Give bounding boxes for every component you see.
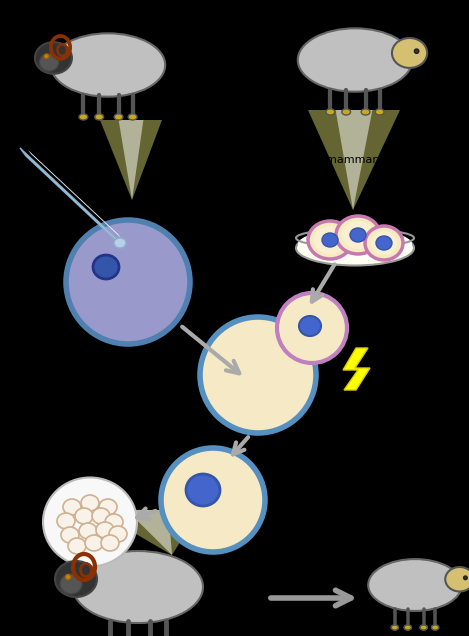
- Ellipse shape: [445, 567, 469, 591]
- Ellipse shape: [392, 38, 427, 68]
- Ellipse shape: [43, 478, 137, 567]
- Ellipse shape: [322, 233, 338, 247]
- Ellipse shape: [308, 221, 352, 259]
- Ellipse shape: [200, 317, 316, 433]
- Ellipse shape: [85, 535, 103, 551]
- Ellipse shape: [114, 114, 123, 120]
- Ellipse shape: [368, 559, 462, 611]
- Ellipse shape: [371, 231, 397, 255]
- Ellipse shape: [57, 513, 75, 529]
- Polygon shape: [343, 348, 370, 390]
- Ellipse shape: [298, 29, 412, 92]
- Ellipse shape: [92, 508, 110, 524]
- Ellipse shape: [186, 474, 220, 506]
- Ellipse shape: [298, 229, 412, 259]
- Ellipse shape: [161, 448, 265, 552]
- Ellipse shape: [314, 226, 346, 254]
- Ellipse shape: [431, 625, 439, 630]
- Ellipse shape: [420, 625, 427, 630]
- Ellipse shape: [109, 526, 127, 542]
- Ellipse shape: [79, 114, 88, 120]
- Polygon shape: [20, 148, 124, 248]
- Ellipse shape: [391, 625, 399, 630]
- Ellipse shape: [101, 535, 119, 551]
- Ellipse shape: [365, 226, 403, 260]
- Ellipse shape: [415, 49, 419, 53]
- Ellipse shape: [350, 228, 366, 242]
- Text: mammary: mammary: [326, 155, 384, 165]
- Ellipse shape: [114, 238, 126, 248]
- Ellipse shape: [93, 255, 119, 279]
- Polygon shape: [95, 510, 200, 555]
- Ellipse shape: [66, 574, 70, 579]
- Ellipse shape: [73, 551, 203, 623]
- Polygon shape: [127, 510, 172, 555]
- Ellipse shape: [277, 293, 347, 363]
- Text: nucleus removed: nucleus removed: [148, 160, 238, 170]
- Ellipse shape: [96, 522, 114, 538]
- Ellipse shape: [61, 527, 79, 543]
- Polygon shape: [28, 150, 121, 238]
- Ellipse shape: [299, 316, 321, 336]
- Ellipse shape: [431, 625, 439, 630]
- Ellipse shape: [99, 499, 117, 515]
- Ellipse shape: [375, 109, 384, 115]
- Ellipse shape: [404, 625, 411, 630]
- Ellipse shape: [420, 625, 427, 630]
- Ellipse shape: [128, 114, 137, 120]
- Ellipse shape: [60, 574, 82, 594]
- Ellipse shape: [336, 216, 380, 254]
- Ellipse shape: [75, 508, 93, 524]
- Ellipse shape: [63, 499, 81, 515]
- Ellipse shape: [404, 625, 411, 630]
- Ellipse shape: [463, 576, 467, 579]
- Ellipse shape: [39, 53, 59, 71]
- Ellipse shape: [391, 625, 399, 630]
- Ellipse shape: [66, 220, 190, 344]
- Ellipse shape: [44, 54, 49, 59]
- Ellipse shape: [51, 33, 165, 97]
- Ellipse shape: [326, 109, 335, 115]
- Ellipse shape: [105, 514, 123, 530]
- Polygon shape: [336, 110, 372, 210]
- Ellipse shape: [55, 561, 97, 597]
- Polygon shape: [308, 110, 400, 210]
- Ellipse shape: [376, 236, 392, 250]
- Ellipse shape: [342, 221, 374, 249]
- Polygon shape: [100, 120, 162, 200]
- Ellipse shape: [81, 495, 99, 511]
- Text: Dolly: Dolly: [373, 539, 408, 553]
- Ellipse shape: [95, 114, 104, 120]
- Ellipse shape: [35, 42, 72, 74]
- Ellipse shape: [342, 109, 351, 115]
- Ellipse shape: [68, 538, 86, 554]
- Ellipse shape: [361, 109, 370, 115]
- Polygon shape: [119, 120, 144, 200]
- Ellipse shape: [79, 523, 97, 539]
- Ellipse shape: [296, 230, 414, 265]
